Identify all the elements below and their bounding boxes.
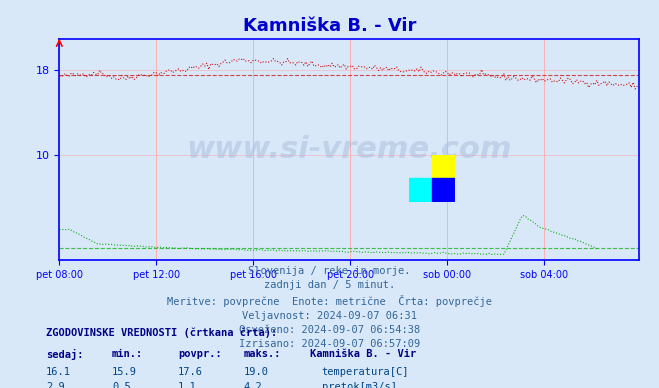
Text: povpr.:: povpr.: <box>178 349 221 359</box>
Text: 2.9: 2.9 <box>46 382 65 388</box>
Text: 16.1: 16.1 <box>46 367 71 377</box>
Text: 4.2: 4.2 <box>244 382 262 388</box>
Text: min.:: min.: <box>112 349 143 359</box>
Text: Slovenija / reke in morje.
zadnji dan / 5 minut.
Meritve: povprečne  Enote: metr: Slovenija / reke in morje. zadnji dan / … <box>167 266 492 349</box>
Bar <box>432 178 455 202</box>
Text: www.si-vreme.com: www.si-vreme.com <box>186 135 512 164</box>
Text: ZGODOVINSKE VREDNOSTI (črtkana črta):: ZGODOVINSKE VREDNOSTI (črtkana črta): <box>46 328 277 338</box>
Text: 17.6: 17.6 <box>178 367 203 377</box>
Text: 15.9: 15.9 <box>112 367 137 377</box>
Text: 0.5: 0.5 <box>112 382 130 388</box>
Text: maks.:: maks.: <box>244 349 281 359</box>
Text: 1.1: 1.1 <box>178 382 196 388</box>
Text: 19.0: 19.0 <box>244 367 269 377</box>
Text: temperatura[C]: temperatura[C] <box>322 367 409 377</box>
Text: sedaj:: sedaj: <box>46 349 84 360</box>
Bar <box>409 178 432 202</box>
Text: Kamniška B. - Vir: Kamniška B. - Vir <box>310 349 416 359</box>
Text: Kamniška B. - Vir: Kamniška B. - Vir <box>243 17 416 35</box>
Bar <box>432 155 455 178</box>
Text: pretok[m3/s]: pretok[m3/s] <box>322 382 397 388</box>
